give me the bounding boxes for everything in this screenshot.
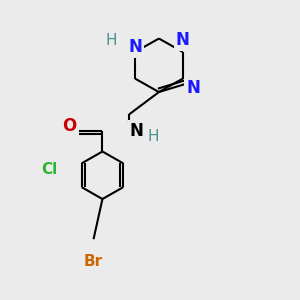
Text: H: H [106, 32, 117, 47]
Text: N: N [128, 38, 142, 56]
Text: N: N [186, 79, 200, 97]
Text: O: O [63, 117, 77, 135]
Text: N: N [176, 31, 190, 49]
Text: Cl: Cl [41, 162, 57, 177]
Text: N: N [129, 122, 143, 140]
Text: H: H [147, 129, 159, 144]
Text: Br: Br [84, 254, 103, 269]
